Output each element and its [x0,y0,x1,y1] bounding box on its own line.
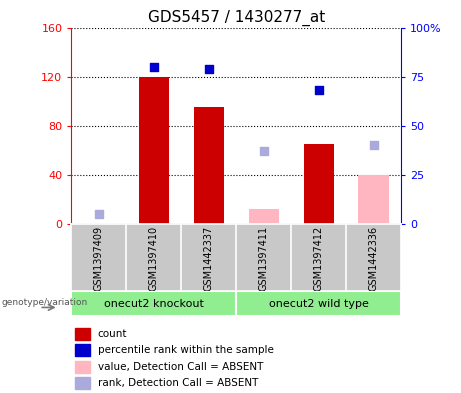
Bar [248,209,279,224]
Bar [139,77,169,224]
Bar [75,328,89,340]
Point [205,66,213,72]
Bar [303,144,334,224]
FancyBboxPatch shape [236,291,401,316]
Text: onecut2 wild type: onecut2 wild type [269,299,369,309]
Text: GSM1397411: GSM1397411 [259,226,269,291]
Title: GDS5457 / 1430277_at: GDS5457 / 1430277_at [148,10,325,26]
Bar [194,107,224,224]
Text: GSM1397409: GSM1397409 [94,226,104,291]
Text: rank, Detection Call = ABSENT: rank, Detection Call = ABSENT [98,378,258,388]
Text: GSM1397410: GSM1397410 [149,226,159,291]
Point [370,142,377,149]
Text: onecut2 knockout: onecut2 knockout [104,299,204,309]
Text: value, Detection Call = ABSENT: value, Detection Call = ABSENT [98,362,263,372]
Point [150,64,158,70]
Point [95,211,103,217]
Point [260,148,267,154]
Bar [75,344,89,356]
FancyBboxPatch shape [71,291,236,316]
Text: GSM1442337: GSM1442337 [204,226,214,291]
Bar [359,175,389,224]
Text: count: count [98,329,127,339]
Text: GSM1397412: GSM1397412 [313,226,324,291]
Point [315,87,322,94]
Text: GSM1442336: GSM1442336 [369,226,378,291]
Text: genotype/variation: genotype/variation [1,298,88,307]
Text: percentile rank within the sample: percentile rank within the sample [98,345,274,355]
Bar [75,361,89,373]
Bar [75,377,89,389]
